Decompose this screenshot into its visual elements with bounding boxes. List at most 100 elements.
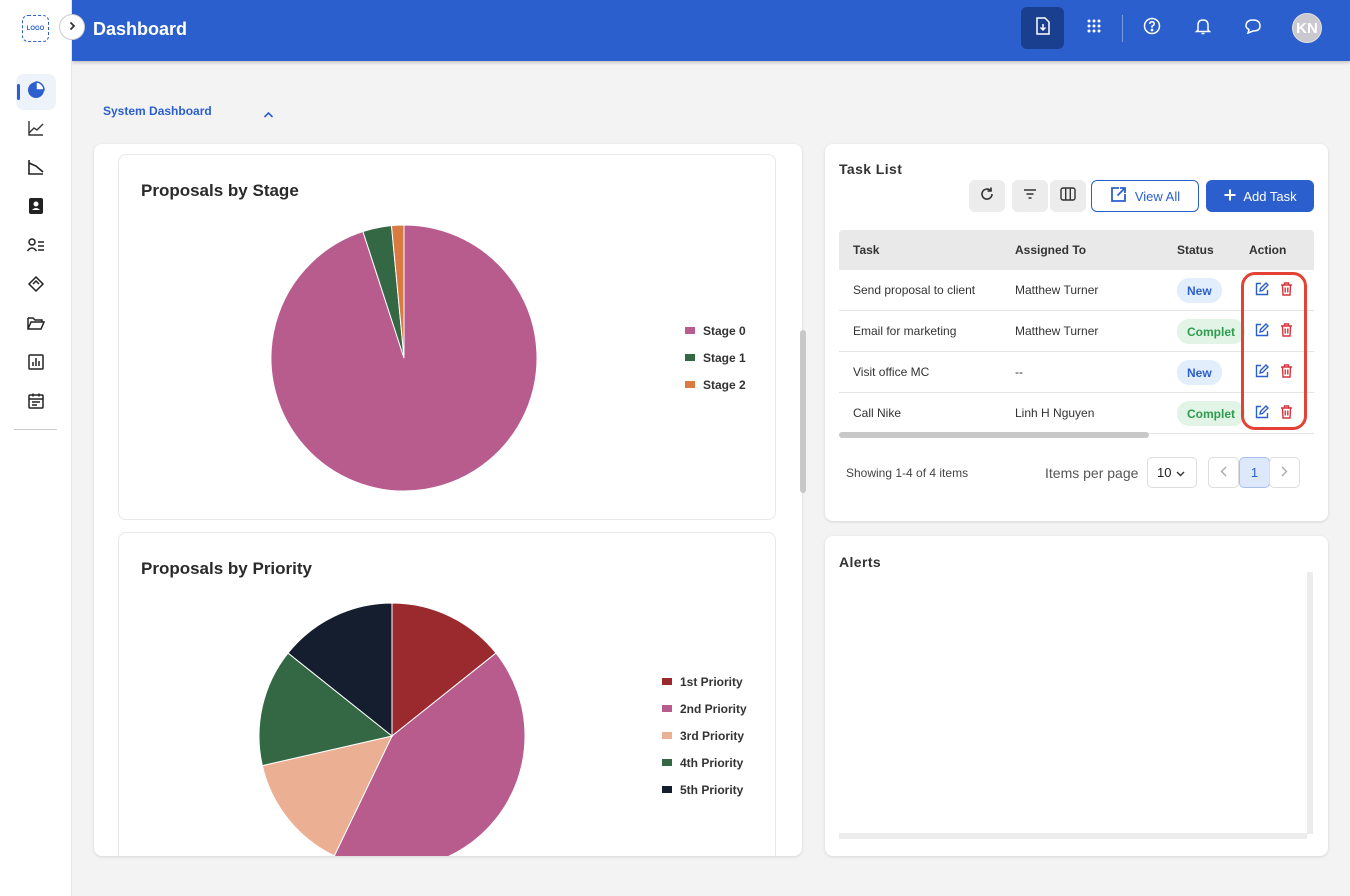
table-row[interactable]: Send proposal to client Matthew Turner New bbox=[839, 270, 1314, 311]
nav-analytics[interactable] bbox=[16, 112, 56, 148]
legend-item[interactable]: 2nd Priority bbox=[662, 695, 747, 722]
status-badge: New bbox=[1177, 360, 1222, 385]
help-icon bbox=[1143, 17, 1161, 40]
topbar-separator bbox=[1122, 15, 1123, 42]
legend-item[interactable]: 4th Priority bbox=[662, 749, 747, 776]
trash-icon[interactable] bbox=[1280, 405, 1294, 421]
nav-dashboard[interactable] bbox=[16, 74, 56, 110]
legend-item[interactable]: 3rd Priority bbox=[662, 722, 747, 749]
trash-icon[interactable] bbox=[1280, 282, 1294, 298]
items-per-page-label: Items per page bbox=[1045, 465, 1139, 481]
trash-icon[interactable] bbox=[1280, 364, 1294, 380]
view-all-label: View All bbox=[1134, 188, 1181, 204]
column-header-assigned[interactable]: Assigned To bbox=[1015, 243, 1087, 257]
legend-label: Stage 1 bbox=[703, 350, 746, 365]
page-button-current[interactable]: 1 bbox=[1239, 457, 1270, 488]
cell-task: Visit office MC bbox=[853, 365, 930, 379]
cell-task: Call Nike bbox=[853, 406, 902, 420]
status-badge: Complet bbox=[1177, 401, 1245, 426]
filter-button[interactable] bbox=[1012, 180, 1048, 212]
bar-chart-icon bbox=[28, 353, 44, 375]
chat-button[interactable] bbox=[1231, 7, 1274, 49]
stage-chart-card: Proposals by Stage Stage 0 Stage 1 Stage 2 bbox=[118, 154, 776, 520]
legend-label: 2nd Priority bbox=[680, 701, 747, 716]
alerts-card: Alerts bbox=[825, 536, 1328, 856]
priority-chart-card: Proposals by Priority 1st Priority 2nd Pr… bbox=[118, 532, 776, 856]
legend-label: Stage 2 bbox=[703, 377, 746, 392]
trash-icon[interactable] bbox=[1280, 323, 1294, 339]
sidebar-collapse-button[interactable] bbox=[59, 14, 85, 40]
nav-deals[interactable] bbox=[16, 268, 56, 304]
prev-page-button[interactable] bbox=[1208, 457, 1239, 488]
table-row[interactable]: Visit office MC -- New bbox=[839, 352, 1314, 393]
stage-chart-title: Proposals by Stage bbox=[141, 181, 299, 200]
nav-forecast[interactable] bbox=[16, 151, 56, 187]
user-list-icon bbox=[26, 237, 45, 258]
edit-icon[interactable] bbox=[1255, 323, 1269, 339]
legend-swatch bbox=[662, 678, 672, 685]
pie-slice-4th-priority[interactable] bbox=[258, 652, 394, 767]
status-badge: New bbox=[1177, 278, 1222, 303]
nav-calendar[interactable] bbox=[16, 385, 56, 421]
legend-item[interactable]: 5th Priority bbox=[662, 776, 747, 803]
legend-item[interactable]: Stage 1 bbox=[685, 344, 746, 371]
legend-swatch bbox=[662, 786, 672, 793]
table-scrollbar[interactable] bbox=[839, 432, 1149, 438]
top-bar: Dashboard KN bbox=[72, 0, 1350, 61]
help-button[interactable] bbox=[1130, 7, 1173, 49]
section-title: System Dashboard bbox=[103, 104, 212, 118]
legend-swatch bbox=[662, 732, 672, 739]
app-logo: LOGO bbox=[22, 15, 49, 42]
alerts-title: Alerts bbox=[839, 554, 882, 570]
next-page-button[interactable] bbox=[1269, 457, 1300, 488]
table-row[interactable]: Email for marketing Matthew Turner Complet bbox=[839, 311, 1314, 352]
sidebar: LOGO bbox=[0, 0, 72, 896]
chat-bubble-icon bbox=[1243, 17, 1263, 40]
priority-legend: 1st Priority 2nd Priority 3rd Priority 4th … bbox=[662, 668, 747, 803]
refresh-button[interactable] bbox=[969, 180, 1005, 212]
pie-slice-stage-2[interactable] bbox=[390, 224, 405, 359]
legend-item[interactable]: Stage 0 bbox=[685, 317, 746, 344]
column-header-status[interactable]: Status bbox=[1177, 243, 1214, 257]
legend-swatch bbox=[662, 705, 672, 712]
pie-slice-2nd-priority[interactable] bbox=[333, 652, 526, 856]
charts-scrollbar[interactable] bbox=[800, 330, 806, 493]
legend-item[interactable]: Stage 2 bbox=[685, 371, 746, 398]
items-per-page-select[interactable]: 10 bbox=[1147, 457, 1197, 488]
edit-icon[interactable] bbox=[1255, 282, 1269, 298]
export-button[interactable] bbox=[1021, 7, 1064, 49]
nav-users[interactable] bbox=[16, 229, 56, 265]
pie-slice-5th-priority[interactable] bbox=[287, 602, 393, 738]
edit-icon[interactable] bbox=[1255, 364, 1269, 380]
pie-slice-3rd-priority[interactable] bbox=[261, 735, 393, 856]
edit-icon[interactable] bbox=[1255, 405, 1269, 421]
priority-chart-title: Proposals by Priority bbox=[141, 559, 312, 578]
legend-swatch bbox=[662, 759, 672, 766]
view-all-button[interactable]: View All bbox=[1091, 180, 1199, 212]
legend-swatch bbox=[685, 327, 695, 334]
apps-button[interactable] bbox=[1072, 7, 1115, 49]
add-task-button[interactable]: Add Task bbox=[1206, 180, 1314, 212]
pie-chart-icon bbox=[27, 80, 45, 104]
column-header-task[interactable]: Task bbox=[853, 243, 880, 257]
notifications-button[interactable] bbox=[1181, 7, 1224, 49]
pie-slice-1st-priority[interactable] bbox=[391, 602, 497, 738]
stage-legend: Stage 0 Stage 1 Stage 2 bbox=[685, 317, 746, 398]
contact-card-icon bbox=[27, 197, 45, 220]
columns-icon bbox=[1060, 186, 1076, 206]
nav-reports[interactable] bbox=[16, 346, 56, 382]
legend-label: 1st Priority bbox=[680, 674, 743, 689]
nav-contacts[interactable] bbox=[16, 190, 56, 226]
alerts-horizontal-scrollbar[interactable] bbox=[839, 833, 1307, 839]
status-badge: Complet bbox=[1177, 319, 1245, 344]
section-toggle[interactable]: System Dashboard bbox=[103, 104, 274, 118]
plus-icon bbox=[1223, 188, 1237, 205]
user-avatar[interactable]: KN bbox=[1292, 13, 1322, 43]
legend-label: 5th Priority bbox=[680, 782, 744, 797]
alerts-vertical-scrollbar[interactable] bbox=[1307, 572, 1313, 834]
columns-button[interactable] bbox=[1050, 180, 1086, 212]
nav-documents[interactable] bbox=[16, 307, 56, 343]
legend-item[interactable]: 1st Priority bbox=[662, 668, 747, 695]
cell-assigned: Matthew Turner bbox=[1015, 324, 1099, 338]
cell-assigned: Linh H Nguyen bbox=[1015, 406, 1095, 420]
